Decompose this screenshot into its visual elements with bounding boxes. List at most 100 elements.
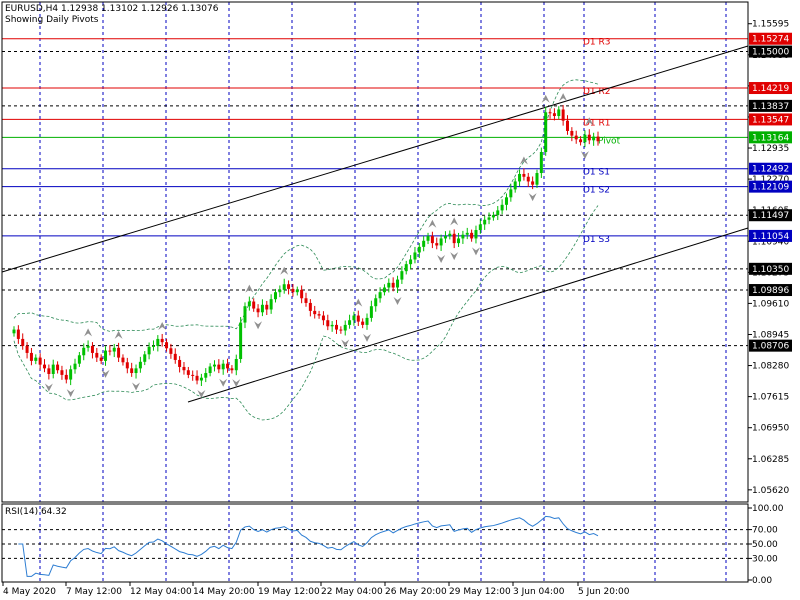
candle-body	[348, 320, 352, 325]
candle-body	[204, 373, 208, 378]
time-tick-label: 22 May 04:00	[321, 587, 383, 597]
price-tag	[749, 229, 792, 242]
candle-body	[90, 345, 94, 353]
time-tick-label: 26 May 20:00	[385, 587, 447, 597]
candle-body	[413, 252, 417, 260]
candle-body	[448, 233, 452, 237]
candle-body	[592, 136, 596, 141]
candle-body	[265, 304, 269, 310]
candle-body	[160, 338, 164, 343]
candle-body	[326, 320, 330, 327]
time-tick-label: 19 May 12:00	[258, 587, 320, 597]
candle-body	[199, 377, 203, 381]
fractal-down-icon	[341, 339, 350, 348]
pivot-level-label: D1 S1	[583, 168, 610, 178]
time-tick-label: 4 May 2020	[3, 587, 56, 597]
candles-layer	[12, 105, 600, 387]
candle-body	[287, 284, 291, 289]
candle-body	[426, 236, 430, 241]
candle-body	[330, 324, 334, 327]
candle-body	[587, 134, 591, 141]
price-tag-label: 1.11054	[752, 232, 789, 242]
time-axis: 4 May 2020 7 May 12:00 12 May 04:00 14 May …	[2, 582, 630, 597]
rsi-label: RSI(14) 64.32	[5, 507, 67, 517]
candle-body	[104, 350, 108, 361]
price-tick-label: 1.08280	[752, 362, 789, 372]
fractal-up-icon	[559, 93, 568, 102]
fractal-down-icon	[450, 252, 459, 261]
candle-body	[252, 301, 256, 309]
rsi-tick-label: 70.00	[752, 526, 778, 536]
fractal-down-icon	[437, 254, 446, 263]
channel-lower-line	[187, 227, 749, 403]
candle-body	[339, 329, 343, 331]
price-tag-label: 1.12109	[752, 183, 789, 193]
candle-body	[226, 363, 230, 369]
candle-body	[457, 238, 461, 244]
candle-body	[56, 364, 60, 371]
candle-body	[491, 215, 495, 218]
price-tag	[749, 162, 792, 175]
candle-body	[374, 298, 378, 307]
price-tick-label: 1.12270	[752, 175, 789, 185]
candle-body	[509, 189, 513, 198]
candle-body	[121, 357, 125, 363]
fractal-down-icon	[232, 379, 241, 388]
candle-body	[69, 369, 73, 380]
candle-body	[208, 366, 212, 374]
candle-body	[117, 347, 121, 358]
candle-body	[12, 329, 16, 334]
candle-body	[29, 352, 33, 361]
price-tick-label: 1.10940	[752, 237, 789, 247]
candle-body	[260, 304, 264, 313]
candle-body	[73, 363, 77, 370]
pivot-level-label: D1 R1	[583, 118, 611, 128]
price-tag	[749, 180, 792, 193]
price-tag-label: 1.11497	[752, 211, 789, 221]
pivot-level-label: Pivot	[598, 136, 621, 146]
fractal-down-icon	[66, 389, 75, 398]
candle-body	[16, 329, 20, 339]
fractal-down-icon	[393, 297, 402, 306]
candle-body	[182, 366, 186, 371]
candle-body	[234, 359, 238, 371]
candle-body	[165, 342, 169, 349]
candle-body	[317, 314, 321, 316]
candle-body	[378, 292, 382, 299]
candle-body	[38, 357, 42, 365]
candle-body	[47, 368, 51, 374]
candle-body	[570, 130, 574, 136]
candle-body	[539, 152, 543, 174]
candle-body	[151, 345, 155, 347]
candle-body	[221, 363, 225, 370]
fractals-layer	[44, 93, 594, 399]
price-tag	[749, 339, 792, 352]
candle-body	[596, 136, 600, 142]
price-tick-label: 1.15595	[752, 20, 789, 30]
time-tick-label: 5 Jun 20:00	[578, 587, 630, 597]
candle-body	[548, 112, 552, 114]
candle-body	[195, 375, 199, 381]
candle-body	[513, 181, 517, 190]
candle-body	[25, 345, 29, 353]
rsi-tick-label: 50.00	[752, 540, 778, 550]
main-chart-frame	[1, 1, 749, 503]
candle-body	[130, 368, 134, 374]
candle-body	[295, 289, 299, 293]
fractal-up-icon	[280, 266, 289, 275]
candle-body	[461, 234, 465, 239]
candle-body	[269, 299, 273, 310]
candle-body	[335, 324, 339, 330]
fractal-up-icon	[519, 156, 528, 165]
price-tick-label: 1.05620	[752, 486, 789, 496]
candle-body	[369, 306, 373, 318]
price-tag	[749, 262, 792, 275]
candle-body	[417, 246, 421, 253]
candle-body	[300, 289, 304, 299]
price-tag-label: 1.12492	[752, 165, 789, 175]
candle-body	[256, 308, 260, 313]
fractal-down-icon	[528, 193, 537, 202]
time-tick-label: 7 May 12:00	[66, 587, 122, 597]
channel-upper-line	[1, 45, 749, 273]
